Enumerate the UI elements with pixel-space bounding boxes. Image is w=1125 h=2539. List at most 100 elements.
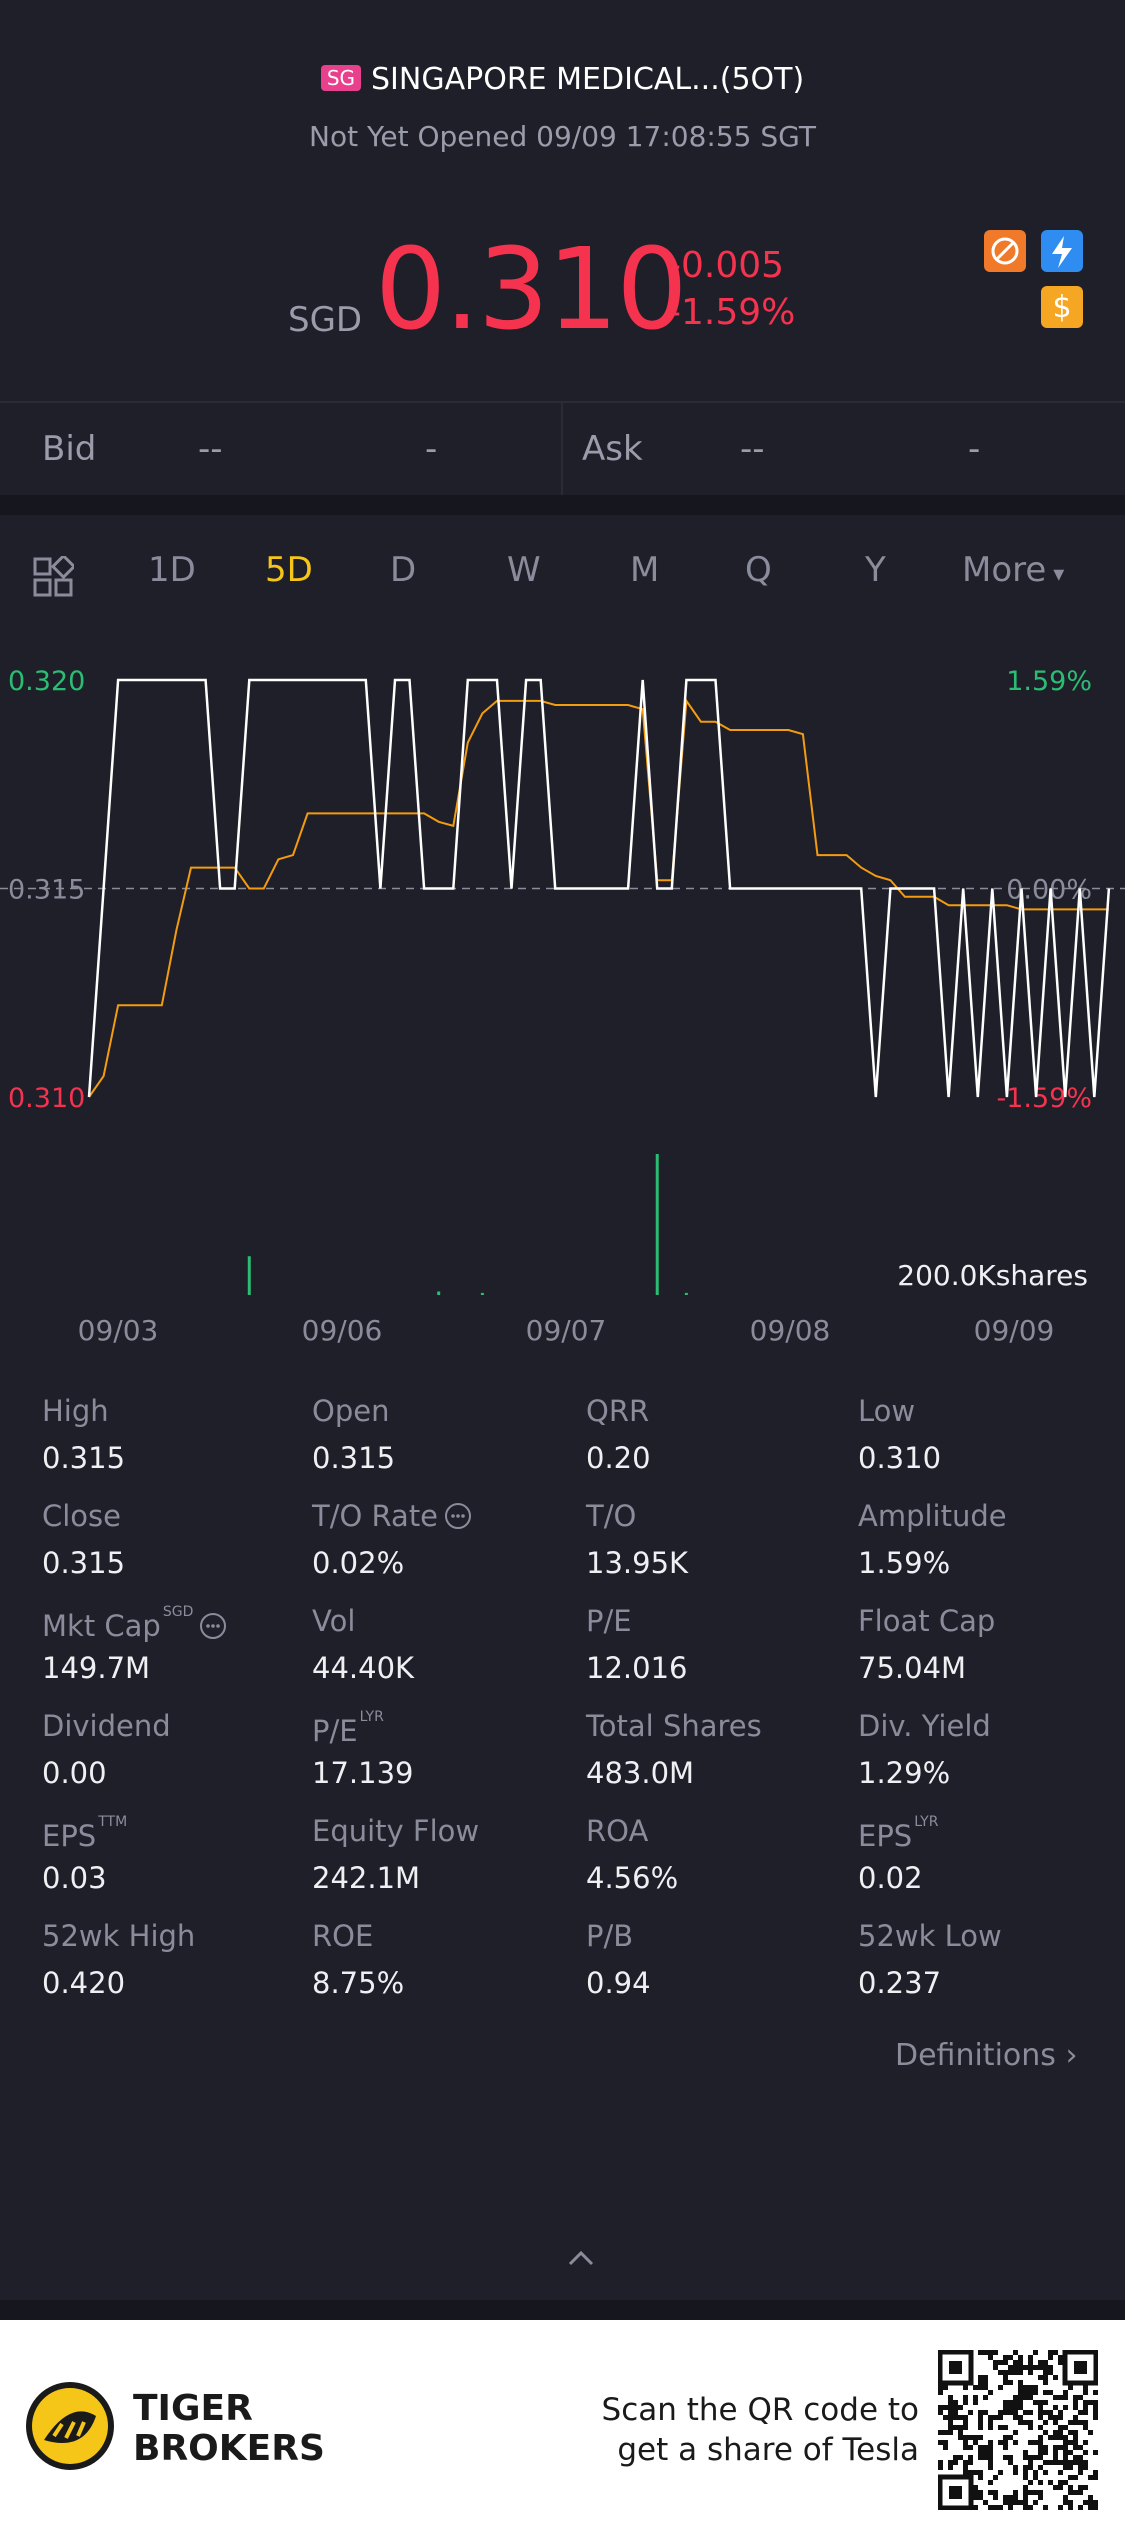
dropdown-caret: ▾ bbox=[1046, 562, 1065, 587]
stat-value: 242.1M bbox=[312, 1861, 421, 1895]
volume-bar bbox=[655, 1154, 659, 1295]
stat-label-text: Vol bbox=[312, 1604, 356, 1638]
stat-label-text: P/E bbox=[312, 1714, 358, 1748]
stat-label-sup: LYR bbox=[914, 1814, 939, 1830]
stat-label: Open bbox=[312, 1394, 389, 1428]
stat-value: 483.0M bbox=[586, 1756, 695, 1790]
x-tick-label: 09/07 bbox=[526, 1314, 607, 1347]
bid-price: -- bbox=[198, 429, 223, 469]
stat-value: 0.315 bbox=[312, 1441, 396, 1475]
volume-bar bbox=[480, 1292, 484, 1295]
stat-value: 0.94 bbox=[586, 1966, 651, 2000]
qr-code bbox=[938, 2350, 1098, 2510]
y2-tick-label: -1.59% bbox=[996, 1083, 1092, 1114]
promo-banner: TIGER BROKERS Scan the QR code to get a … bbox=[0, 2320, 1125, 2539]
stat-label: T/O bbox=[586, 1499, 636, 1533]
stat-label: Total Shares bbox=[586, 1709, 762, 1743]
svg-text:$: $ bbox=[1052, 290, 1071, 325]
period-tab[interactable]: 5D bbox=[265, 550, 313, 590]
stat-label: P/B bbox=[586, 1919, 633, 1953]
stat-label: P/E LYR bbox=[312, 1709, 384, 1748]
change-pct: -1.59% bbox=[668, 292, 796, 333]
promo-text: get a share of Tesla bbox=[617, 2432, 919, 2468]
stat-value: 1.59% bbox=[858, 1546, 951, 1580]
info-icon[interactable] bbox=[438, 1499, 472, 1533]
volume-scale-label: 200.0Kshares bbox=[897, 1259, 1088, 1292]
stat-value: 8.75% bbox=[312, 1966, 405, 2000]
y-tick-label: 0.320 bbox=[8, 666, 85, 697]
stat-label-text: Dividend bbox=[42, 1709, 171, 1743]
stat-label: Equity Flow bbox=[312, 1814, 479, 1848]
definitions-text[interactable]: Definitions bbox=[895, 2038, 1056, 2073]
y-tick-label: 0.315 bbox=[8, 875, 85, 906]
stat-value: 4.56% bbox=[586, 1861, 679, 1895]
stat-label-text: Float Cap bbox=[858, 1604, 996, 1638]
stat-value: 0.00 bbox=[42, 1756, 107, 1790]
period-tab[interactable]: M bbox=[630, 550, 660, 590]
stat-label-text: ROE bbox=[312, 1919, 374, 1953]
bid-ask-row: Bid -- - Ask -- - bbox=[0, 401, 1125, 497]
period-tab[interactable]: D bbox=[390, 550, 417, 590]
stat-label-text: Div. Yield bbox=[858, 1709, 991, 1743]
stat-value: 75.04M bbox=[858, 1651, 967, 1685]
period-tab[interactable]: 1D bbox=[148, 550, 196, 590]
volume-bar bbox=[247, 1256, 251, 1295]
stat-label-text: P/B bbox=[586, 1919, 634, 1953]
stat-label: Vol bbox=[312, 1604, 355, 1638]
intraday-chart: 0.3200.3150.3101.59%0.00%-1.59%200.0Ksha… bbox=[0, 666, 1125, 1347]
layout-icon[interactable] bbox=[32, 556, 74, 598]
period-tab[interactable]: More ▾ bbox=[962, 550, 1065, 590]
info-icon[interactable] bbox=[193, 1609, 227, 1643]
stat-value: 0.20 bbox=[586, 1441, 651, 1475]
stat-label-text: Low bbox=[858, 1394, 916, 1428]
stat-label-text: 52wk High bbox=[42, 1919, 196, 1953]
stat-label: EPS TTM bbox=[42, 1814, 127, 1853]
market-badge: SG bbox=[320, 65, 362, 91]
y2-tick-label: 1.59% bbox=[1006, 666, 1092, 697]
stat-label-text: Equity Flow bbox=[312, 1814, 480, 1848]
stat-value: 0.310 bbox=[858, 1441, 942, 1475]
stat-value: 0.03 bbox=[42, 1861, 107, 1895]
stat-label: Close bbox=[42, 1499, 121, 1533]
stock-name: SINGAPORE MEDICAL...(5OT) bbox=[371, 62, 805, 97]
collapse-caret[interactable] bbox=[566, 2248, 596, 2268]
stat-label: QRR bbox=[586, 1394, 649, 1428]
stat-value: 149.7M bbox=[42, 1651, 151, 1685]
stat-label-text: T/O Rate bbox=[312, 1499, 439, 1533]
period-tab[interactable]: W bbox=[507, 550, 541, 590]
period-tabs: 1D 5D D W M Q Y More ▾ bbox=[0, 550, 1125, 606]
stat-label-text: QRR bbox=[586, 1394, 650, 1428]
y-tick-label: 0.310 bbox=[8, 1083, 85, 1114]
stat-label-text: Amplitude bbox=[858, 1499, 1007, 1533]
series-line bbox=[88, 698, 1109, 1098]
bid-size: - bbox=[425, 429, 438, 469]
period-tab[interactable]: Y bbox=[865, 550, 886, 590]
ask-label: Ask bbox=[582, 429, 643, 469]
stat-label-text: T/O bbox=[586, 1499, 637, 1533]
stat-value: 13.95K bbox=[586, 1546, 689, 1580]
series-line bbox=[87, 678, 1111, 1098]
stat-label: Float Cap bbox=[858, 1604, 995, 1638]
stat-value: 0.315 bbox=[42, 1546, 126, 1580]
stat-value: 0.315 bbox=[42, 1441, 126, 1475]
x-tick-label: 09/03 bbox=[78, 1314, 159, 1347]
stat-label-text: Open bbox=[312, 1394, 390, 1428]
period-tab[interactable]: Q bbox=[745, 550, 772, 590]
promo-text: Scan the QR code to bbox=[601, 2392, 919, 2428]
stat-label-text: Mkt Cap bbox=[42, 1609, 161, 1643]
quick-icons[interactable]: $ bbox=[980, 226, 1090, 336]
stat-label-text: EPS bbox=[858, 1819, 913, 1853]
x-tick-label: 09/06 bbox=[302, 1314, 383, 1347]
stock-title: SG SINGAPORE MEDICAL...(5OT) bbox=[0, 62, 1125, 97]
stat-label: Amplitude bbox=[858, 1499, 1007, 1533]
stat-label-text: EPS bbox=[42, 1819, 97, 1853]
stat-label: P/E bbox=[586, 1604, 632, 1638]
tiger-logo bbox=[26, 2382, 114, 2470]
price: 0.310 bbox=[375, 225, 688, 355]
stat-label-text: P/E bbox=[586, 1604, 632, 1638]
volume-bar bbox=[684, 1292, 688, 1295]
definitions-link[interactable]: Definitions › bbox=[895, 2038, 1078, 2073]
x-tick-label: 09/09 bbox=[974, 1314, 1055, 1347]
currency: SGD bbox=[288, 300, 363, 340]
